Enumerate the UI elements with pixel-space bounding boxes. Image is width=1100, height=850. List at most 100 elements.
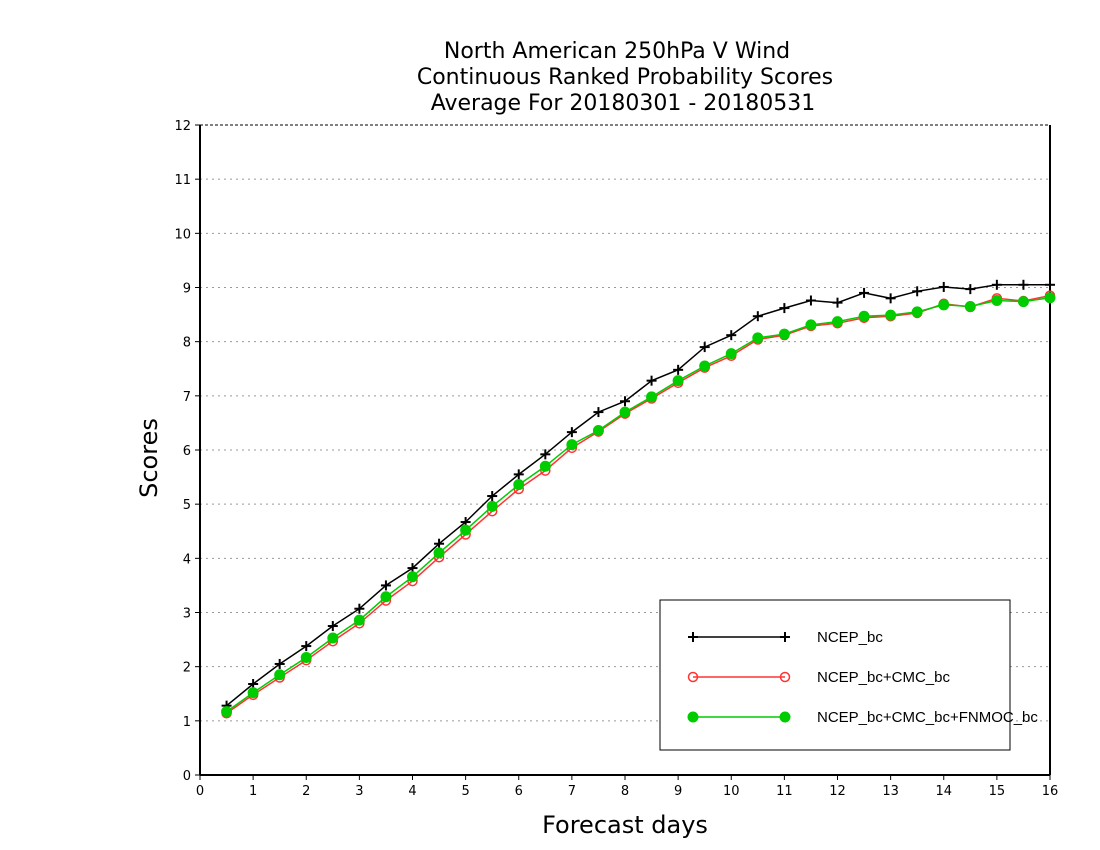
x-tick-label: 8 <box>621 784 629 799</box>
legend-label: NCEP_bc+CMC_bc+FNMOC_bc <box>817 709 1038 726</box>
data-point <box>964 300 976 312</box>
x-tick-label: 12 <box>829 784 846 799</box>
legend-marker <box>779 671 791 683</box>
data-point <box>991 295 1003 306</box>
data-point <box>380 580 391 591</box>
y-tick-label: 3 <box>183 607 191 622</box>
legend-entry: NCEP_bc <box>688 629 883 646</box>
data-point <box>938 281 949 292</box>
data-point <box>1017 296 1029 308</box>
data-point <box>1045 279 1055 290</box>
y-tick-label: 11 <box>174 173 191 188</box>
y-tick-label: 5 <box>183 498 191 513</box>
x-tick-label: 5 <box>461 784 469 799</box>
data-point <box>539 460 551 472</box>
data-point <box>487 491 498 502</box>
data-point <box>301 641 312 652</box>
data-point <box>965 284 976 295</box>
legend-entry: NCEP_bc+CMC_bc+FNMOC_bc <box>687 709 1038 726</box>
y-tick-label: 1 <box>183 715 191 730</box>
y-tick-label: 2 <box>183 661 191 676</box>
legend-label: NCEP_bc+CMC_bc <box>817 669 950 686</box>
data-point <box>566 439 578 451</box>
data-point <box>672 375 684 387</box>
data-point <box>752 311 763 322</box>
data-point <box>885 293 896 304</box>
data-point <box>353 614 365 626</box>
x-tick-label: 0 <box>196 784 204 799</box>
y-axis-label: Scores <box>135 418 163 498</box>
y-tick-label: 8 <box>183 336 191 351</box>
x-tick-label: 13 <box>882 784 899 799</box>
series-line <box>226 284 1050 707</box>
legend-marker <box>779 711 791 723</box>
data-point <box>805 295 816 306</box>
data-point <box>434 538 445 549</box>
data-point <box>859 287 870 298</box>
x-tick-label: 4 <box>408 784 416 799</box>
data-point <box>327 632 339 644</box>
data-point <box>911 306 923 318</box>
x-axis-label: Forecast days <box>542 811 708 839</box>
chart-title: North American 250hPa V Wind Continuous … <box>417 39 833 116</box>
x-tick-label: 1 <box>249 784 257 799</box>
data-point <box>407 571 418 583</box>
data-point <box>778 328 790 340</box>
series-2 <box>221 292 1056 718</box>
legend: NCEP_bc NCEP_bc+CMC_bc NCEP_bc+CMC_bc+FNMO… <box>659 599 1038 751</box>
data-point <box>805 319 817 331</box>
data-point <box>673 364 684 375</box>
data-point <box>885 309 897 321</box>
x-tick-label: 10 <box>723 784 740 799</box>
data-point <box>247 687 259 699</box>
data-point <box>726 330 737 341</box>
data-point <box>327 621 338 632</box>
data-point <box>1044 292 1056 304</box>
legend-label: NCEP_bc <box>817 629 883 646</box>
y-tick-label: 12 <box>174 119 191 134</box>
series-layer <box>221 279 1056 719</box>
x-tick-label: 14 <box>935 784 952 799</box>
data-point <box>646 391 658 403</box>
legend-box <box>659 599 1011 751</box>
x-tick-label: 15 <box>989 784 1006 799</box>
data-point <box>619 406 631 418</box>
x-tick-label: 3 <box>355 784 363 799</box>
data-point <box>779 303 790 314</box>
data-point <box>646 375 657 386</box>
legend-marker <box>687 671 699 683</box>
data-point <box>991 279 1002 290</box>
legend-marker <box>688 632 698 642</box>
data-point <box>938 299 950 311</box>
y-tick-label: 7 <box>183 390 191 405</box>
data-point <box>858 310 870 322</box>
title-line-2: Continuous Ranked Probability Scores <box>417 65 833 90</box>
x-tick-label: 11 <box>776 784 793 799</box>
data-point <box>725 348 737 360</box>
data-point <box>752 332 764 344</box>
data-point <box>699 360 711 372</box>
data-point <box>566 427 577 438</box>
data-point <box>513 479 525 491</box>
data-point <box>221 706 233 718</box>
title-line-3: Average For 20180301 - 20180531 <box>431 91 816 116</box>
y-tick-label: 10 <box>174 227 191 242</box>
data-point <box>620 396 630 407</box>
data-point <box>513 469 524 480</box>
data-point <box>433 547 445 559</box>
data-point <box>593 407 604 418</box>
x-tick-label: 6 <box>515 784 523 799</box>
data-point <box>540 449 551 460</box>
data-point <box>912 286 923 297</box>
data-point <box>486 500 498 512</box>
data-point <box>380 591 392 603</box>
y-tick-label: 9 <box>183 282 191 297</box>
y-tick-label: 4 <box>183 552 191 567</box>
x-tick-label: 2 <box>302 784 310 799</box>
data-point <box>699 342 710 353</box>
y-tick-label: 0 <box>183 769 191 784</box>
title-line-1: North American 250hPa V Wind <box>444 39 790 64</box>
legend-entry: NCEP_bc+CMC_bc <box>687 669 950 686</box>
